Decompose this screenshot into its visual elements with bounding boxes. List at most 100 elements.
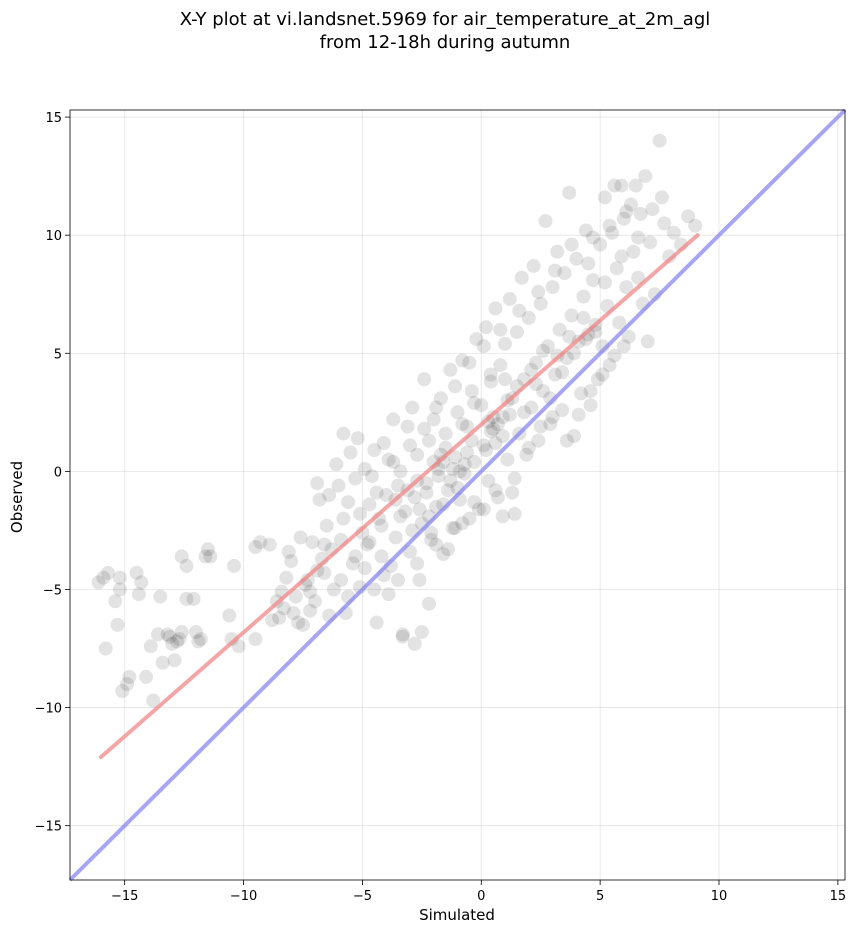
y-tick-label: −15 bbox=[35, 820, 62, 835]
data-point bbox=[291, 615, 306, 630]
data-point bbox=[467, 495, 482, 510]
data-point bbox=[526, 258, 541, 273]
data-point bbox=[307, 594, 322, 609]
data-point bbox=[536, 343, 551, 358]
data-point bbox=[557, 266, 572, 280]
data-point bbox=[476, 438, 491, 453]
y-axis-label: Observed bbox=[8, 461, 26, 533]
data-point bbox=[400, 419, 415, 434]
data-point bbox=[631, 270, 646, 285]
data-point bbox=[462, 355, 477, 370]
data-point bbox=[448, 379, 463, 394]
data-point bbox=[369, 615, 384, 630]
data-point bbox=[179, 558, 194, 573]
x-tick-label: 5 bbox=[596, 889, 604, 904]
data-point bbox=[643, 235, 658, 250]
data-point bbox=[581, 256, 596, 271]
data-point bbox=[624, 197, 638, 212]
data-point bbox=[362, 497, 377, 512]
data-point bbox=[688, 218, 703, 233]
data-point bbox=[393, 464, 408, 479]
data-point bbox=[460, 445, 474, 460]
data-point bbox=[445, 462, 460, 476]
x-tick-label: 15 bbox=[830, 889, 847, 904]
data-point bbox=[284, 554, 299, 569]
data-point bbox=[631, 230, 646, 245]
data-point bbox=[381, 452, 396, 467]
data-point bbox=[498, 372, 512, 387]
data-point bbox=[607, 348, 622, 363]
data-point bbox=[174, 549, 189, 564]
data-point bbox=[666, 225, 681, 240]
data-point bbox=[538, 214, 553, 228]
data-point bbox=[262, 537, 277, 552]
data-point bbox=[576, 289, 591, 304]
data-point bbox=[533, 296, 548, 311]
data-point bbox=[134, 575, 149, 590]
data-point bbox=[441, 542, 455, 557]
data-point bbox=[495, 509, 510, 524]
x-axis-label: Simulated bbox=[419, 906, 495, 924]
data-point bbox=[498, 336, 512, 351]
data-point bbox=[317, 537, 332, 552]
data-point bbox=[476, 339, 491, 354]
data-point bbox=[559, 433, 574, 448]
data-point bbox=[367, 582, 382, 597]
data-point bbox=[317, 565, 332, 580]
data-point bbox=[531, 433, 546, 448]
data-point bbox=[457, 457, 472, 472]
data-points bbox=[91, 133, 703, 708]
data-point bbox=[227, 558, 241, 573]
data-point bbox=[481, 414, 496, 429]
data-point bbox=[450, 405, 465, 420]
data-point bbox=[476, 502, 491, 517]
data-point bbox=[410, 447, 425, 462]
data-point bbox=[457, 466, 472, 481]
grid bbox=[70, 110, 845, 880]
data-point bbox=[564, 308, 579, 323]
data-point bbox=[467, 395, 482, 410]
data-point bbox=[91, 575, 106, 590]
data-point bbox=[376, 436, 391, 450]
data-point bbox=[555, 365, 570, 380]
data-point bbox=[131, 587, 146, 602]
data-point bbox=[326, 582, 341, 597]
data-point bbox=[96, 570, 111, 585]
data-point bbox=[336, 511, 351, 526]
data-point bbox=[203, 549, 218, 564]
data-point bbox=[474, 398, 489, 413]
data-point bbox=[552, 322, 567, 337]
data-point bbox=[483, 424, 498, 439]
data-point bbox=[602, 218, 617, 233]
data-point bbox=[395, 629, 410, 644]
data-point bbox=[455, 516, 470, 531]
data-point bbox=[578, 223, 593, 238]
data-point bbox=[362, 535, 377, 550]
data-point bbox=[357, 561, 372, 576]
data-point bbox=[593, 237, 608, 252]
data-point bbox=[120, 677, 135, 691]
data-point bbox=[521, 440, 536, 455]
data-point bbox=[388, 530, 403, 545]
data-point bbox=[405, 400, 420, 415]
data-point bbox=[619, 204, 634, 219]
data-point bbox=[602, 358, 617, 373]
data-point bbox=[170, 634, 184, 649]
data-point bbox=[462, 511, 477, 526]
data-point bbox=[108, 594, 123, 609]
data-point bbox=[597, 275, 612, 290]
data-point bbox=[364, 469, 379, 484]
data-point bbox=[657, 216, 672, 231]
data-point bbox=[296, 617, 310, 632]
data-point bbox=[224, 632, 239, 647]
data-point bbox=[122, 669, 137, 684]
data-point bbox=[277, 601, 291, 616]
data-point bbox=[548, 263, 562, 278]
data-point bbox=[374, 518, 389, 533]
data-point bbox=[502, 407, 517, 422]
data-point bbox=[488, 483, 503, 498]
data-point bbox=[609, 261, 624, 276]
data-point bbox=[374, 549, 389, 564]
data-point bbox=[334, 573, 348, 587]
